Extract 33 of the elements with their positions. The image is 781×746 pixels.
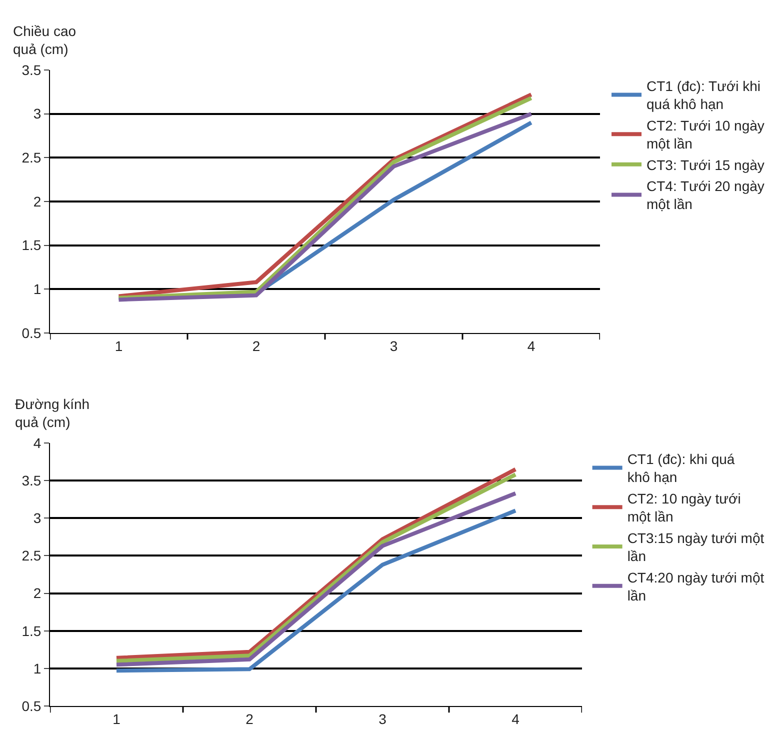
y-tick-label: 2 [33, 585, 42, 602]
y-tick-label: 1 [33, 660, 42, 676]
y-tick-label: 3.5 [22, 62, 42, 78]
y-tick-label: 3 [33, 106, 42, 122]
legend-label: CT4:20 ngày tưới một lần [627, 569, 764, 604]
x-tick-label: 4 [512, 710, 520, 727]
x-tick-label: 3 [378, 710, 387, 727]
y-tick-label: 3 [33, 510, 42, 526]
legend-label: CT1 (đc): khi quá khô hạn [627, 451, 735, 486]
legend-label: CT4: Tưới 20 ngày một lần [646, 178, 764, 212]
y-tick-label: 2.5 [22, 548, 42, 564]
legend-label: CT2: 10 ngày tưới một lần [627, 490, 741, 525]
x-tick-label: 2 [246, 710, 254, 727]
y-axis-title: Đường kính quả (cm) [15, 396, 90, 430]
y-tick-label: 2 [33, 193, 42, 210]
x-tick-label: 3 [390, 338, 398, 354]
y-tick-label: 1.5 [22, 237, 42, 254]
y-tick-label: 1 [33, 281, 42, 298]
y-tick-label: 4 [33, 434, 42, 451]
y-tick-label: 0.5 [22, 324, 42, 341]
legend-label: CT2: Tưới 10 ngày một lần [646, 117, 764, 152]
x-tick-label: 1 [112, 710, 121, 727]
legend-label: CT3: Tưới 15 ngày [646, 156, 764, 173]
legend-label: CT1 (đc): Tưới khi quá khô hạn [646, 78, 760, 112]
y-tick-label: 3.5 [22, 472, 42, 488]
x-tick-label: 2 [252, 338, 260, 354]
x-tick-label: 4 [527, 338, 536, 354]
y-tick-label: 2.5 [22, 150, 42, 166]
y-tick-label: 1.5 [22, 622, 42, 639]
y-axis-title: Chiều cao quả (cm) [13, 23, 76, 58]
x-tick-label: 1 [114, 338, 123, 354]
y-tick-label: 0.5 [22, 698, 42, 714]
legend-label: CT3:15 ngày tưới một lần [627, 530, 764, 564]
